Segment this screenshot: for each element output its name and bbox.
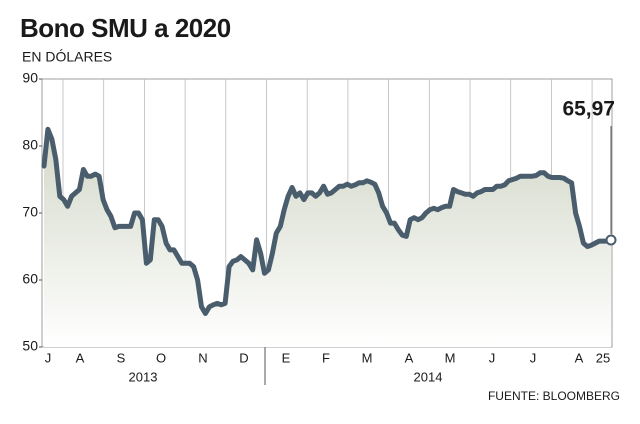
x-tick-label: F — [322, 350, 330, 365]
x-tick-label: J — [489, 350, 496, 365]
y-tick-label: 80 — [22, 137, 38, 153]
line — [41, 126, 614, 316]
area — [44, 129, 611, 347]
x-tick-label: J — [45, 350, 52, 365]
y-tick-label: 50 — [22, 338, 38, 354]
y-tick-label: 70 — [22, 204, 38, 220]
x-tick-label: 25 — [596, 350, 610, 365]
year-label: 2014 — [414, 369, 443, 384]
y-tick-label: 90 — [22, 70, 38, 86]
x-tick-label: M — [362, 350, 373, 365]
value-label: 65,97 — [562, 98, 615, 121]
x-tick-label: M — [445, 350, 456, 365]
chart-title: Bono SMU a 2020 — [20, 13, 231, 43]
x-tick-label: D — [239, 350, 248, 365]
x-tick-label: A — [405, 350, 414, 365]
x-tick-label: S — [117, 350, 126, 365]
subtitle: EN DÓLARES — [22, 49, 112, 65]
x-tick-label: E — [282, 350, 291, 365]
y-tick-label: 60 — [22, 271, 38, 287]
year-label: 2013 — [129, 369, 158, 384]
x-tick-label: J — [530, 350, 537, 365]
x-tick-label: O — [156, 350, 166, 365]
x-tick-label: A — [76, 350, 85, 365]
x-tick-label: N — [198, 350, 207, 365]
end-marker — [605, 234, 617, 246]
source: FUENTE: BLOOMBERG — [488, 389, 620, 403]
x-tick-label: A — [575, 350, 584, 365]
